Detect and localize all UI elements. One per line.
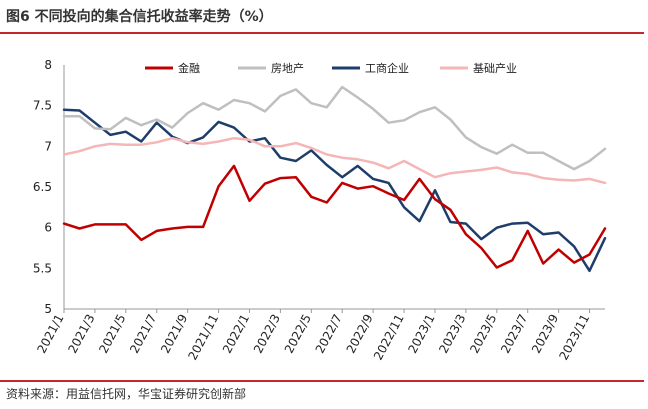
y-tick-label: 6 <box>44 221 52 235</box>
x-tick-label: 2021/1 <box>34 312 66 356</box>
x-tick-label: 2021/3 <box>65 312 97 356</box>
x-tick-label: 2023/1 <box>405 312 437 356</box>
x-tick-label: 2023/3 <box>436 312 468 356</box>
legend-label: 金融 <box>178 61 200 75</box>
y-tick-label: 5.5 <box>33 261 52 275</box>
y-tick-label: 5 <box>44 302 52 316</box>
legend-label: 基础产业 <box>473 61 517 75</box>
series-line-1 <box>62 164 607 269</box>
x-tick-label: 2021/9 <box>158 312 190 356</box>
series-line-3 <box>62 108 607 273</box>
series-line-2 <box>62 85 607 171</box>
chart-title: 图6 不同投向的集合信托收益率走势（%） <box>6 9 273 25</box>
x-axis-ticks: 2021/12021/32021/52021/72021/92021/11202… <box>34 309 592 362</box>
x-tick-label: 2023/7 <box>498 312 530 356</box>
x-tick-label: 2023/9 <box>529 312 561 356</box>
legend: 金融 房地产 工商企业 基础产业 <box>145 61 517 75</box>
x-tick-label: 2021/11 <box>185 312 221 363</box>
chart-axes <box>63 65 605 310</box>
legend-label: 工商企业 <box>365 61 409 75</box>
x-tick-label: 2022/11 <box>371 312 407 363</box>
footer-divider <box>0 380 644 382</box>
source-note: 资料来源：用益信托网，华宝证券研究创新部 <box>6 387 247 401</box>
x-tick-label: 2021/7 <box>127 312 159 356</box>
x-tick-label: 2022/9 <box>344 312 376 356</box>
title-divider <box>0 32 644 34</box>
y-tick-label: 7 <box>44 139 52 153</box>
legend-label: 房地产 <box>271 61 304 75</box>
x-tick-label: 2022/5 <box>282 312 314 356</box>
x-tick-label: 2021/5 <box>96 312 128 356</box>
x-tick-label: 2023/11 <box>556 312 592 363</box>
series-line-4 <box>62 136 607 185</box>
x-tick-label: 2023/5 <box>467 312 499 356</box>
x-tick-label: 2022/7 <box>313 312 345 356</box>
y-axis-ticks: 5 5.5 6 6.5 7 7.5 8 <box>33 58 52 316</box>
line-chart: 55.566.577.58 2021/12021/32021/52021/720… <box>33 58 607 362</box>
series-lines <box>62 85 607 273</box>
x-tick-label: 2022/3 <box>251 312 283 356</box>
y-tick-label: 6.5 <box>33 180 52 194</box>
y-tick-label: 8 <box>44 58 52 72</box>
x-tick-label: 2022/1 <box>220 312 252 356</box>
y-tick-label: 7.5 <box>33 99 52 113</box>
